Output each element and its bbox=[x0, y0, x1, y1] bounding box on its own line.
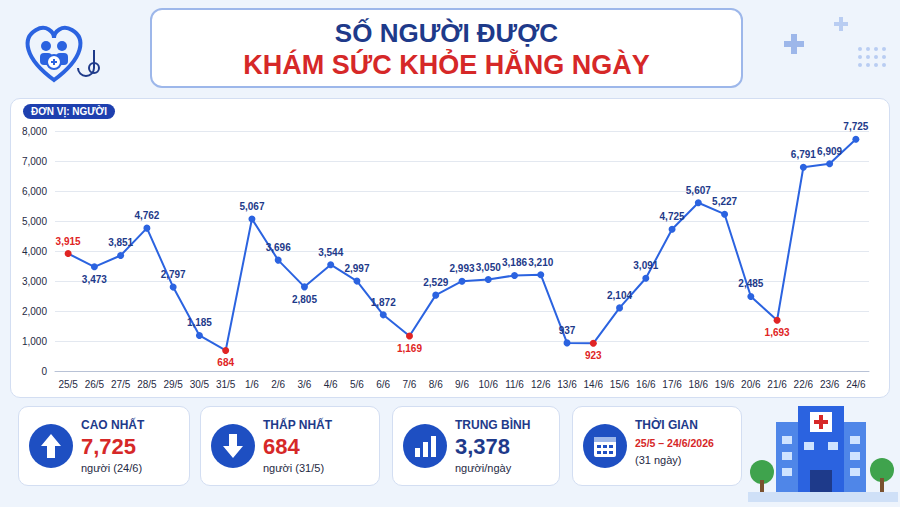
svg-text:25/5: 25/5 bbox=[58, 379, 78, 390]
svg-text:1,000: 1,000 bbox=[22, 336, 47, 347]
svg-text:3,696: 3,696 bbox=[266, 242, 291, 253]
svg-text:684: 684 bbox=[217, 357, 234, 368]
html-text:ĐƠN VỊ: NGƯỜI: ĐƠN VỊ: NGƯỜI bbox=[31, 106, 107, 117]
svg-text:7,000: 7,000 bbox=[22, 156, 47, 167]
html-text:684: 684 bbox=[263, 434, 300, 459]
svg-text:31/5: 31/5 bbox=[216, 379, 236, 390]
html-text:25/5 – 24/6/2026: 25/5 – 24/6/2026 bbox=[635, 437, 714, 449]
svg-text:2,797: 2,797 bbox=[161, 269, 186, 280]
html-text:(31 ngày): (31 ngày) bbox=[635, 454, 682, 466]
svg-text:11/6: 11/6 bbox=[505, 379, 524, 390]
svg-text:23/6: 23/6 bbox=[820, 379, 840, 390]
svg-text:2/6: 2/6 bbox=[271, 379, 285, 390]
svg-text:4,725: 4,725 bbox=[660, 211, 685, 222]
html-text:SỐ NGƯỜI ĐƯỢC: SỐ NGƯỜI ĐƯỢC bbox=[334, 18, 559, 48]
svg-text:3,186: 3,186 bbox=[502, 257, 527, 268]
svg-text:2,000: 2,000 bbox=[22, 306, 47, 317]
svg-text:5,000: 5,000 bbox=[22, 216, 47, 227]
svg-text:6/6: 6/6 bbox=[376, 379, 390, 390]
svg-text:1/6: 1/6 bbox=[245, 379, 259, 390]
html-text:CAO NHẤT: CAO NHẤT bbox=[81, 418, 145, 432]
svg-text:6,000: 6,000 bbox=[22, 186, 47, 197]
svg-text:1,872: 1,872 bbox=[371, 297, 396, 308]
svg-text:1,185: 1,185 bbox=[187, 317, 212, 328]
svg-text:16/6: 16/6 bbox=[636, 379, 656, 390]
svg-text:27/5: 27/5 bbox=[111, 379, 131, 390]
svg-text:7,725: 7,725 bbox=[843, 121, 868, 132]
svg-text:9/6: 9/6 bbox=[455, 379, 469, 390]
html-text:THẤP NHẤT: THẤP NHẤT bbox=[263, 418, 333, 432]
svg-text:3/6: 3/6 bbox=[297, 379, 311, 390]
svg-text:26/5: 26/5 bbox=[85, 379, 105, 390]
svg-text:2,529: 2,529 bbox=[423, 277, 448, 288]
html-text:người/ngày: người/ngày bbox=[455, 462, 512, 474]
svg-text:3,210: 3,210 bbox=[528, 257, 553, 268]
html-text:người (24/6): người (24/6) bbox=[81, 462, 143, 474]
svg-text:8/6: 8/6 bbox=[429, 379, 443, 390]
svg-text:5,067: 5,067 bbox=[239, 201, 264, 212]
svg-text:13/6: 13/6 bbox=[557, 379, 577, 390]
svg-text:20/6: 20/6 bbox=[741, 379, 761, 390]
svg-text:2,104: 2,104 bbox=[607, 290, 632, 301]
html-text:KHÁM SỨC KHỎE HẰNG NGÀY: KHÁM SỨC KHỎE HẰNG NGÀY bbox=[243, 50, 650, 80]
svg-text:2,997: 2,997 bbox=[344, 263, 369, 274]
svg-text:19/6: 19/6 bbox=[715, 379, 735, 390]
svg-text:2,993: 2,993 bbox=[449, 263, 474, 274]
svg-text:30/5: 30/5 bbox=[190, 379, 210, 390]
svg-text:14/6: 14/6 bbox=[584, 379, 604, 390]
svg-text:7/6: 7/6 bbox=[403, 379, 417, 390]
html-text:THỜI GIAN: THỜI GIAN bbox=[635, 418, 698, 432]
svg-text:29/5: 29/5 bbox=[163, 379, 183, 390]
svg-text:17/6: 17/6 bbox=[662, 379, 682, 390]
svg-text:5,607: 5,607 bbox=[686, 185, 711, 196]
svg-text:15/6: 15/6 bbox=[610, 379, 630, 390]
svg-text:4,000: 4,000 bbox=[22, 246, 47, 257]
svg-text:10/6: 10/6 bbox=[479, 379, 499, 390]
svg-text:5/6: 5/6 bbox=[350, 379, 364, 390]
svg-text:1,693: 1,693 bbox=[765, 327, 790, 338]
html-text:TRUNG BÌNH: TRUNG BÌNH bbox=[455, 418, 531, 432]
svg-text:12/6: 12/6 bbox=[531, 379, 551, 390]
svg-text:28/5: 28/5 bbox=[137, 379, 157, 390]
svg-text:4,762: 4,762 bbox=[134, 210, 159, 221]
svg-text:3,851: 3,851 bbox=[108, 237, 133, 248]
html-text:3,378: 3,378 bbox=[455, 434, 511, 459]
svg-text:3,915: 3,915 bbox=[56, 236, 81, 247]
svg-text:18/6: 18/6 bbox=[689, 379, 709, 390]
svg-text:3,050: 3,050 bbox=[476, 262, 501, 273]
svg-text:8,000: 8,000 bbox=[22, 126, 47, 137]
svg-text:937: 937 bbox=[559, 325, 576, 336]
svg-text:22/6: 22/6 bbox=[794, 379, 814, 390]
svg-text:24/6: 24/6 bbox=[846, 379, 866, 390]
svg-text:6,909: 6,909 bbox=[817, 146, 842, 157]
svg-text:5,227: 5,227 bbox=[712, 196, 737, 207]
svg-text:3,000: 3,000 bbox=[22, 276, 47, 287]
svg-text:3,473: 3,473 bbox=[82, 274, 107, 285]
svg-text:6,791: 6,791 bbox=[791, 149, 816, 160]
svg-text:1,169: 1,169 bbox=[397, 343, 422, 354]
svg-text:3,091: 3,091 bbox=[633, 260, 658, 271]
html-text:7,725: 7,725 bbox=[81, 434, 137, 459]
svg-text:2,485: 2,485 bbox=[738, 278, 763, 289]
html-text:người (31/5): người (31/5) bbox=[263, 462, 325, 474]
svg-text:4/6: 4/6 bbox=[324, 379, 338, 390]
svg-text:923: 923 bbox=[585, 350, 602, 361]
svg-text:2,805: 2,805 bbox=[292, 294, 317, 305]
svg-text:3,544: 3,544 bbox=[318, 247, 343, 258]
svg-text:21/6: 21/6 bbox=[767, 379, 787, 390]
svg-text:0: 0 bbox=[41, 366, 47, 377]
